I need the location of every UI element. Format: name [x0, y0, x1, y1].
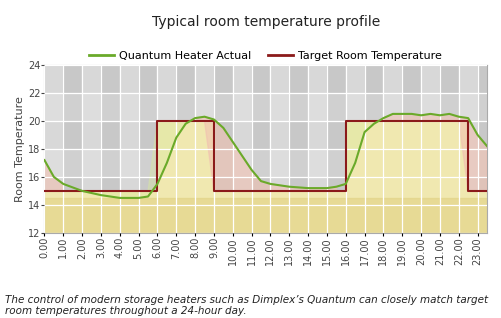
Bar: [120, 65, 138, 233]
Bar: [401, 65, 420, 233]
Bar: [138, 65, 157, 233]
Title: Typical room temperature profile: Typical room temperature profile: [151, 15, 379, 29]
Bar: [383, 65, 401, 233]
Bar: [364, 65, 383, 233]
Bar: [45, 149, 486, 177]
Bar: [476, 65, 486, 233]
Bar: [45, 93, 486, 121]
Y-axis label: Room Temperature: Room Temperature: [15, 96, 25, 202]
Bar: [439, 65, 458, 233]
Bar: [101, 65, 120, 233]
Bar: [45, 65, 486, 93]
Bar: [45, 205, 486, 233]
Bar: [157, 65, 176, 233]
Legend: Quantum Heater Actual, Target Room Temperature: Quantum Heater Actual, Target Room Tempe…: [85, 47, 446, 66]
Bar: [63, 65, 82, 233]
Bar: [308, 65, 326, 233]
Bar: [45, 65, 63, 233]
Bar: [458, 65, 476, 233]
Bar: [213, 65, 232, 233]
Bar: [420, 65, 439, 233]
Bar: [176, 65, 195, 233]
Text: The control of modern storage heaters such as Dimplex’s Quantum can closely matc: The control of modern storage heaters su…: [5, 295, 487, 316]
Bar: [326, 65, 345, 233]
Bar: [232, 65, 251, 233]
Bar: [45, 121, 486, 149]
Bar: [289, 65, 308, 233]
Bar: [45, 177, 486, 205]
Bar: [345, 65, 364, 233]
Bar: [82, 65, 101, 233]
Bar: [251, 65, 270, 233]
Bar: [195, 65, 213, 233]
Bar: [270, 65, 289, 233]
